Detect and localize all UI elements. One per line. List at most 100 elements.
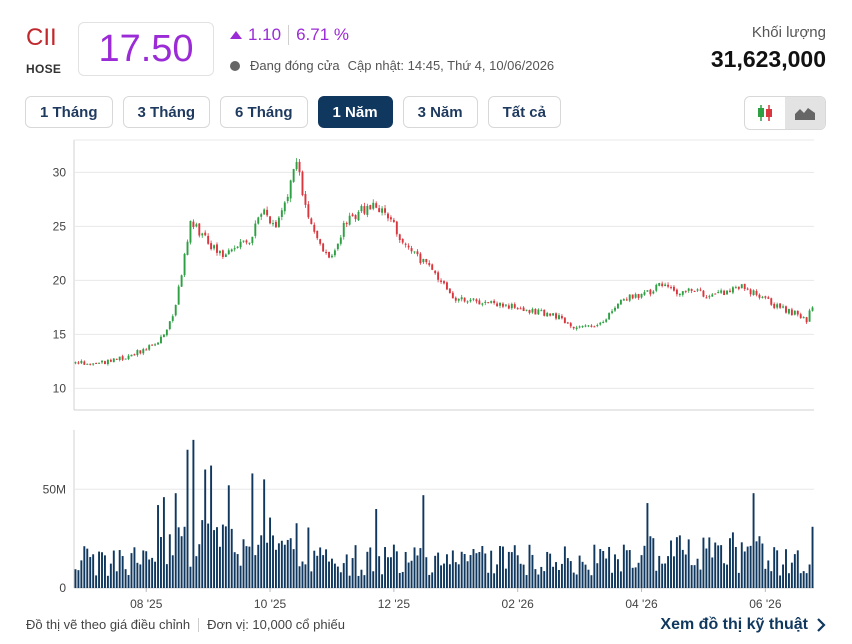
volume-bar xyxy=(331,558,333,588)
candle-body xyxy=(764,296,767,298)
candle-body xyxy=(499,302,501,306)
volume-bar xyxy=(354,545,357,588)
candle-body xyxy=(746,288,749,290)
market-status: Đang đóng cửa xyxy=(250,58,340,73)
candle-body xyxy=(593,326,596,328)
volume-bar xyxy=(667,556,670,588)
volume-bar xyxy=(201,520,204,588)
volume-bar xyxy=(313,550,316,588)
candle-body xyxy=(283,202,286,212)
range-tabs: 1 Tháng 3 Tháng 6 Tháng 1 Năm 3 Năm Tất … xyxy=(25,96,561,128)
volume-bar xyxy=(705,548,708,588)
volume-bar xyxy=(572,572,575,588)
volume-bar xyxy=(95,575,98,588)
candle-body xyxy=(457,298,460,301)
range-tab-3-years[interactable]: 3 Năm xyxy=(402,96,478,128)
volume-bar xyxy=(531,554,534,588)
exchange-label: HOSE xyxy=(26,62,62,76)
volume-bar xyxy=(360,569,363,588)
candle-body xyxy=(581,326,584,328)
volume-bar xyxy=(490,550,493,588)
volume-bar xyxy=(678,535,681,588)
volume-bar xyxy=(537,574,540,588)
candle-body xyxy=(106,359,109,365)
volume-bar xyxy=(425,557,428,588)
candle-body xyxy=(269,216,272,224)
range-tab-6-months[interactable]: 6 Tháng xyxy=(220,96,308,128)
volume-bar xyxy=(454,562,457,588)
candle-body xyxy=(445,282,448,290)
price-tick-label: 20 xyxy=(53,273,67,287)
candle-body xyxy=(416,251,419,255)
candlestick-chart-button[interactable] xyxy=(745,97,785,129)
volume-bar xyxy=(811,526,814,588)
range-tab-1-year[interactable]: 1 Năm xyxy=(317,96,393,128)
candle-body xyxy=(516,308,519,310)
volume-bar xyxy=(504,568,507,588)
volume-bar xyxy=(596,563,599,588)
candle-body xyxy=(398,234,401,241)
volume-bar xyxy=(109,563,112,588)
volume-bar xyxy=(210,465,213,588)
volume-bar xyxy=(684,554,687,588)
candle-body xyxy=(602,321,605,323)
candle-body xyxy=(272,223,274,225)
candle-body xyxy=(770,298,773,305)
candle-body xyxy=(578,326,581,328)
candle-body xyxy=(802,317,805,319)
candle-body xyxy=(342,223,345,237)
volume-label: Khối lượng xyxy=(751,24,826,41)
candle-body xyxy=(101,360,103,363)
market-status-row: Đang đóng cửa Cập nhật: 14:45, Thứ 4, 10… xyxy=(230,58,554,73)
mountain-chart-button[interactable] xyxy=(785,97,825,129)
candle-body xyxy=(696,289,699,291)
candle-body xyxy=(354,215,357,220)
candle-body xyxy=(274,221,277,228)
candle-body xyxy=(475,299,478,302)
volume-bar xyxy=(142,550,145,588)
candle-body xyxy=(734,287,737,289)
range-tab-1-month[interactable]: 1 Tháng xyxy=(25,96,113,128)
candle-body xyxy=(304,194,307,205)
candle-body xyxy=(737,286,740,289)
volume-bar xyxy=(593,544,596,588)
price-tick-label: 15 xyxy=(53,327,67,341)
volume-bar xyxy=(779,575,782,588)
volume-bar xyxy=(549,553,552,588)
price-volume-chart: 10 15 20 25 30 0 50M 08 '25 10 '25 12 '25 02 '26 04… xyxy=(43,139,814,608)
adjusted-price-note: Đồ thị vẽ theo giá điều chỉnh xyxy=(26,617,191,632)
candle-body xyxy=(608,313,611,320)
volume-bar xyxy=(74,569,77,588)
x-tick-label: 08 '25 xyxy=(130,597,163,608)
technical-chart-link[interactable]: Xem đồ thị kỹ thuật xyxy=(660,616,826,634)
volume-bar xyxy=(445,554,448,588)
candle-body xyxy=(443,281,445,284)
candle-body xyxy=(611,311,614,313)
candle-body xyxy=(684,290,687,292)
candle-body xyxy=(513,304,516,308)
volume-bar xyxy=(133,547,136,588)
candle-body xyxy=(251,236,254,244)
volume-bar xyxy=(434,555,437,588)
candle-body xyxy=(389,217,392,220)
price-box: 17.50 xyxy=(78,22,214,76)
candle-body xyxy=(460,297,463,300)
candle-body xyxy=(230,249,233,252)
volume-bar xyxy=(802,571,805,588)
volume-bar xyxy=(640,555,643,588)
volume-bar xyxy=(398,572,401,588)
volume-bar xyxy=(525,575,528,588)
candle-body xyxy=(369,205,372,210)
volume-bar xyxy=(755,541,758,588)
candle-body xyxy=(207,235,210,244)
range-tab-all[interactable]: Tất cả xyxy=(487,96,561,128)
volume-bar xyxy=(743,551,746,588)
volume-bar xyxy=(740,542,743,588)
range-tab-3-months[interactable]: 3 Tháng xyxy=(122,96,211,128)
volume-bar xyxy=(543,571,546,588)
candle-body xyxy=(779,303,782,308)
volume-bar xyxy=(139,564,142,588)
candle-body xyxy=(289,180,292,199)
volume-bar xyxy=(183,526,186,588)
volume-bar xyxy=(106,575,109,588)
